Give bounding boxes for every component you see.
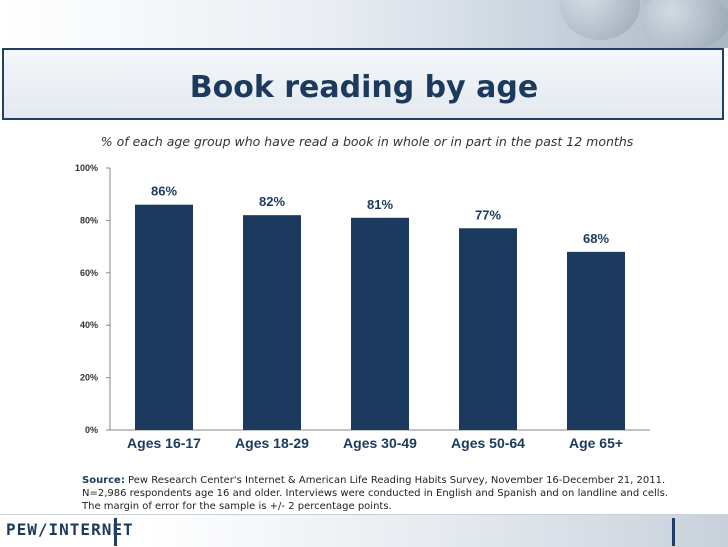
bar-value-label: 81% [367,197,393,212]
category-label: Ages 30-49 [343,435,417,451]
bar [351,217,409,430]
bar-value-label: 68% [583,231,609,246]
phone-key-decoration [640,0,728,50]
chart-subtitle: % of each age group who have read a book… [100,134,634,149]
bar-value-label: 77% [475,207,501,222]
y-tick-label: 100% [75,163,98,173]
y-tick-label: 0% [85,425,98,435]
footer-rule [114,518,117,546]
source-label: Source: [82,475,125,486]
bar [135,204,193,430]
y-tick-label: 60% [80,268,98,278]
category-label: Age 65+ [569,435,623,451]
bar [243,215,301,430]
bar-value-label: 82% [259,194,285,209]
category-label: Ages 50-64 [451,435,525,451]
bar-value-label: 86% [151,184,177,199]
footer-bar [0,514,728,547]
category-label: Ages 18-29 [235,435,309,451]
category-label: Ages 16-17 [127,435,201,451]
title-box [2,48,724,120]
source-text: Pew Research Center's Internet & America… [82,475,668,512]
y-tick-label: 80% [80,215,98,225]
y-tick-label: 40% [80,320,98,330]
pew-internet-logo: PEW/INTERNET [6,520,134,539]
footer-rule [672,518,675,546]
bar [459,228,517,430]
bar [567,251,625,430]
source-note: Source: Pew Research Center's Internet &… [82,474,682,513]
slide-title: Book reading by age [189,70,539,105]
y-tick-label: 20% [80,373,98,383]
